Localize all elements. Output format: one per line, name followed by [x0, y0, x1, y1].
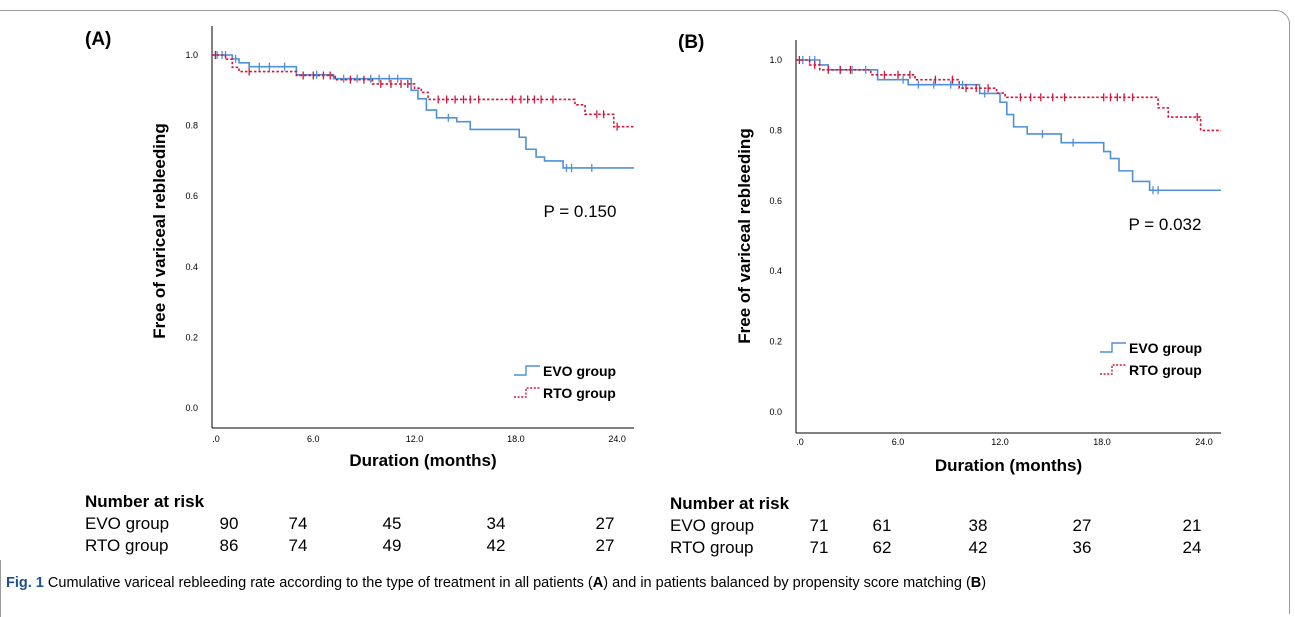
x-tick-label: 18.0 [507, 434, 525, 444]
legend-label: EVO group [543, 363, 616, 379]
risk-value: 42 [968, 538, 988, 557]
risk-value: 62 [872, 538, 892, 557]
y-tick-label: 0.4 [185, 262, 198, 272]
risk-value: 71 [809, 538, 829, 557]
y-tick-label: 1.0 [769, 55, 782, 65]
x-tick-label: 12.0 [991, 437, 1009, 447]
x-tick-label: 12.0 [406, 434, 424, 444]
caption-text: Cumulative variceal rebleeding rate acco… [43, 575, 593, 591]
x-tick-label: 24.0 [1195, 437, 1213, 447]
risk-value: 86 [219, 536, 239, 555]
legend-label: RTO group [543, 385, 616, 401]
y-tick-label: 0.2 [185, 332, 198, 342]
caption-fig-label: Fig. 1 [6, 575, 44, 591]
y-tick-label: 0.6 [185, 191, 198, 201]
series-line-evo [212, 54, 634, 169]
figure-frame-left-edge [0, 560, 1, 617]
x-tick-label: 18.0 [1093, 437, 1111, 447]
legend-label: RTO group [1129, 362, 1202, 378]
risk-value: 49 [382, 536, 402, 555]
risk-value: 24 [1182, 538, 1202, 557]
y-axis-title: Free of variceal rebleeding [735, 128, 754, 343]
risk-value: 36 [1072, 538, 1092, 557]
risk-row-label: RTO group [670, 538, 754, 557]
y-tick-label: 0.0 [769, 407, 782, 417]
p-value-annotation: P = 0.032 [1129, 215, 1202, 234]
risk-value: 42 [486, 536, 506, 555]
y-axis-title: Free of variceal rebleeding [150, 123, 169, 338]
risk-value: 61 [872, 516, 892, 535]
risk-row-label: RTO group [85, 536, 169, 555]
panel-label: (A) [85, 29, 111, 50]
y-tick-label: 0.6 [769, 196, 782, 206]
legend-swatch-evo [514, 365, 540, 376]
risk-value: 90 [219, 514, 239, 533]
y-tick-label: 0.8 [185, 121, 198, 131]
x-tick-label: 6.0 [892, 437, 905, 447]
legend-swatch-evo [1100, 342, 1126, 353]
risk-value: 27 [595, 536, 615, 555]
y-tick-label: 1.0 [185, 50, 198, 60]
x-tick-label: 6.0 [307, 434, 320, 444]
p-value-annotation: P = 0.150 [544, 202, 617, 221]
x-axis-title: Duration (months) [935, 456, 1082, 475]
y-tick-label: 0.0 [185, 403, 198, 413]
risk-row-label: EVO group [85, 514, 170, 533]
panel-label: (B) [678, 32, 704, 53]
risk-row-label: EVO group [670, 516, 755, 535]
risk-value: 71 [809, 516, 829, 535]
legend-swatch-rto [1100, 364, 1126, 375]
risk-value: 74 [288, 536, 308, 555]
x-axis-title: Duration (months) [349, 451, 496, 470]
y-tick-label: 0.8 [769, 125, 782, 135]
y-tick-label: 0.2 [769, 337, 782, 347]
y-tick-label: 0.4 [769, 266, 782, 276]
series-line-rto [796, 59, 1221, 132]
risk-value: 27 [1072, 516, 1092, 535]
risk-table-title: Number at risk [85, 492, 205, 511]
x-tick-label: .0 [212, 434, 220, 444]
series-line-rto [212, 54, 634, 128]
risk-value: 21 [1182, 516, 1202, 535]
caption-text: ) and in patients balanced by propensity… [603, 575, 971, 591]
figure-caption: Fig. 1 Cumulative variceal rebleeding ra… [6, 573, 1276, 594]
caption-bold-a: A [592, 575, 604, 591]
legend-label: EVO group [1129, 340, 1202, 356]
risk-value: 27 [595, 514, 615, 533]
caption-bold-b: B [970, 575, 982, 591]
series-line-evo [796, 59, 1221, 192]
risk-value: 74 [288, 514, 308, 533]
figure-frame [0, 10, 1290, 614]
risk-table-title: Number at risk [670, 494, 790, 513]
x-tick-label: .0 [796, 437, 804, 447]
risk-value: 34 [486, 514, 506, 533]
risk-value: 45 [382, 514, 402, 533]
x-tick-label: 24.0 [608, 434, 626, 444]
caption-text: ) [981, 575, 987, 591]
risk-value: 38 [968, 516, 988, 535]
